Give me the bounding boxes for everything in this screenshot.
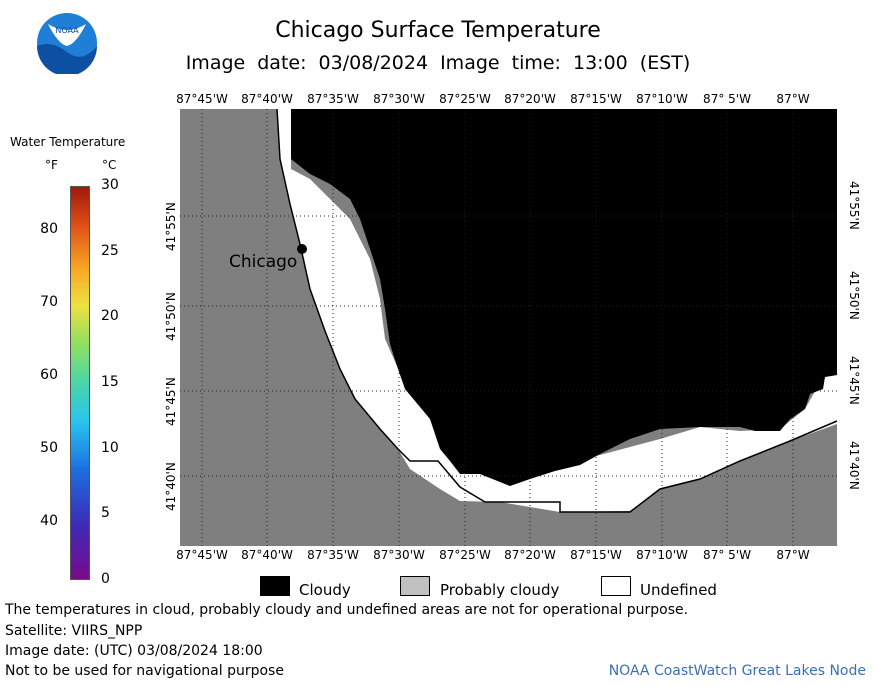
temperature-colorbar (70, 186, 90, 580)
lon-label-bottom: 87°40'W (241, 548, 293, 562)
legend-label-probably-cloudy: Probably cloudy (440, 581, 560, 599)
chicago-marker (297, 244, 307, 254)
unit-celsius: °C (102, 158, 117, 172)
lon-label-top: 87°15'W (570, 92, 622, 106)
fahrenheit-tick: 50 (40, 439, 58, 456)
celsius-tick: 30 (101, 177, 119, 193)
credit-link[interactable]: NOAA CoastWatch Great Lakes Node (608, 663, 866, 679)
lat-label-left: 41°50'N (164, 292, 178, 341)
lon-label-top: 87°20'W (504, 92, 556, 106)
celsius-tick: 15 (101, 374, 119, 390)
lon-label-top: 87°25'W (439, 92, 491, 106)
lon-label-bottom: 87° 5'W (703, 548, 751, 562)
celsius-tick: 25 (101, 242, 119, 259)
legend-swatch-probably-cloudy (400, 576, 430, 596)
legend-swatch-undefined (601, 576, 631, 596)
lat-label-right: 41°40'N (847, 441, 861, 490)
lat-label-left: 41°45'N (164, 377, 178, 426)
lon-label-bottom: 87°20'W (504, 548, 556, 562)
legend-label-cloudy: Cloudy (299, 581, 351, 599)
lon-label-bottom: 87°45'W (176, 548, 228, 562)
fahrenheit-tick: 40 (40, 512, 58, 529)
fahrenheit-tick: 80 (40, 220, 58, 237)
lon-label-bottom: 87°10'W (636, 548, 688, 562)
lon-label-bottom: 87°35'W (307, 548, 359, 562)
graticule (180, 109, 837, 546)
coastline (276, 109, 837, 513)
lon-label-top: 87°40'W (241, 92, 293, 106)
lon-label-top: 87°35'W (307, 92, 359, 106)
fahrenheit-tick: 60 (40, 366, 58, 383)
lat-label-left: 41°55'N (164, 202, 178, 251)
undefined-area (277, 109, 837, 512)
city-label: Chicago (229, 252, 298, 272)
lon-label-bottom: 87°W (776, 548, 810, 562)
utc-date: Image date: (UTC) 03/08/2024 18:00 (5, 643, 263, 659)
lon-label-top: 87°30'W (373, 92, 425, 106)
lat-label-right: 41°45'N (847, 356, 861, 405)
lon-label-top: 87°W (776, 92, 810, 106)
satellite-info: Satellite: VIIRS_NPP (5, 623, 143, 639)
navigation-warning: Not to be used for navigational purpose (5, 663, 284, 679)
map-subtitle: Image date: 03/08/2024 Image time: 13:00… (185, 52, 691, 74)
noaa-logo-icon: NOAA (36, 12, 98, 76)
lat-label-right: 41°50'N (847, 271, 861, 320)
legend-swatch-cloudy (260, 576, 290, 596)
lon-label-top: 87° 5'W (703, 92, 751, 106)
disclaimer-note: The temperatures in cloud, probably clou… (5, 602, 689, 618)
celsius-tick: 5 (101, 505, 110, 522)
lon-label-bottom: 87°15'W (570, 548, 622, 562)
legend-label-undefined: Undefined (640, 581, 717, 599)
lat-label-left: 41°40'N (164, 462, 178, 511)
cloudy-area (291, 109, 837, 486)
unit-fahrenheit: °F (45, 158, 58, 172)
logo-text: NOAA (55, 26, 79, 35)
lat-label-right: 41°55'N (847, 181, 861, 230)
celsius-tick: 10 (101, 439, 119, 456)
lon-label-top: 87°10'W (636, 92, 688, 106)
celsius-tick: 20 (101, 308, 119, 325)
map-title: Chicago Surface Temperature (275, 18, 601, 43)
lon-label-bottom: 87°30'W (373, 548, 425, 562)
lon-label-bottom: 87°25'W (439, 548, 491, 562)
celsius-tick: 0 (101, 571, 110, 587)
map-panel (180, 109, 837, 546)
fahrenheit-tick: 70 (40, 293, 58, 310)
colorbar-title: Water Temperature (10, 135, 126, 149)
lon-label-top: 87°45'W (176, 92, 228, 106)
